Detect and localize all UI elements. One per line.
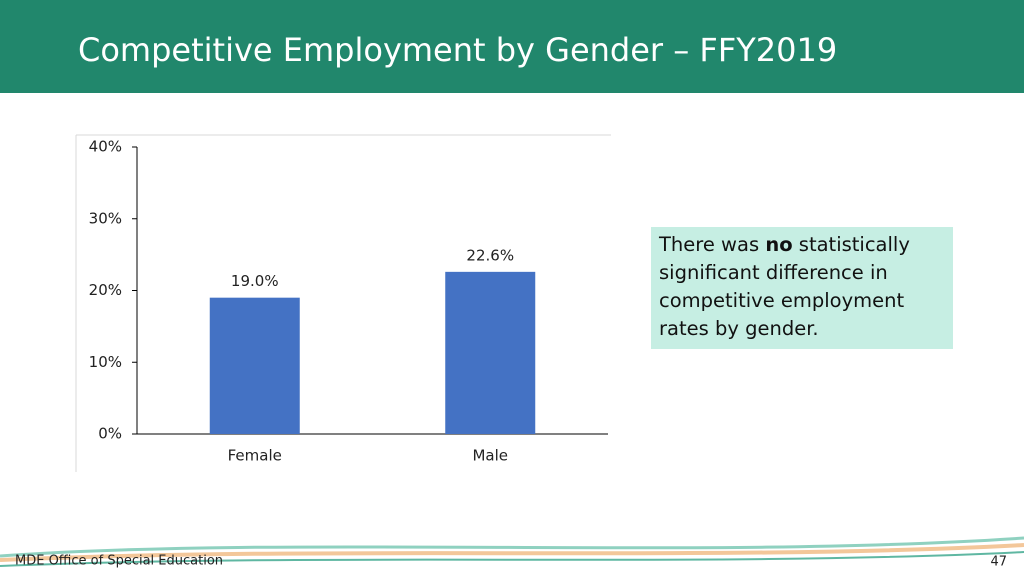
y-tick-label: 40% — [89, 138, 122, 156]
y-tick-label: 10% — [89, 353, 122, 371]
header-band — [0, 0, 1024, 93]
bar — [209, 297, 300, 434]
x-tick-label: Male — [472, 447, 508, 465]
y-tick-label: 30% — [89, 209, 122, 227]
bar — [445, 271, 536, 434]
page-number: 47 — [990, 555, 1007, 570]
callout: There was no statistically significant d… — [651, 227, 953, 349]
x-tick-label: Female — [228, 447, 282, 465]
decor-swoosh — [0, 543, 1024, 562]
callout-text: statistically significant difference in … — [659, 233, 910, 340]
data-label: 22.6% — [466, 246, 514, 264]
decor-swoosh — [0, 551, 1024, 567]
callout-emphasis: no — [765, 233, 793, 256]
footer-text: MDE Office of Special Education — [15, 554, 223, 569]
y-tick-label: 20% — [89, 281, 122, 299]
callout-text: There was — [659, 233, 766, 256]
decor-swoosh — [0, 536, 1024, 558]
y-tick-label: 0% — [98, 425, 122, 443]
slide-title: Competitive Employment by Gender – FFY20… — [78, 31, 837, 69]
data-label: 19.0% — [231, 272, 279, 290]
